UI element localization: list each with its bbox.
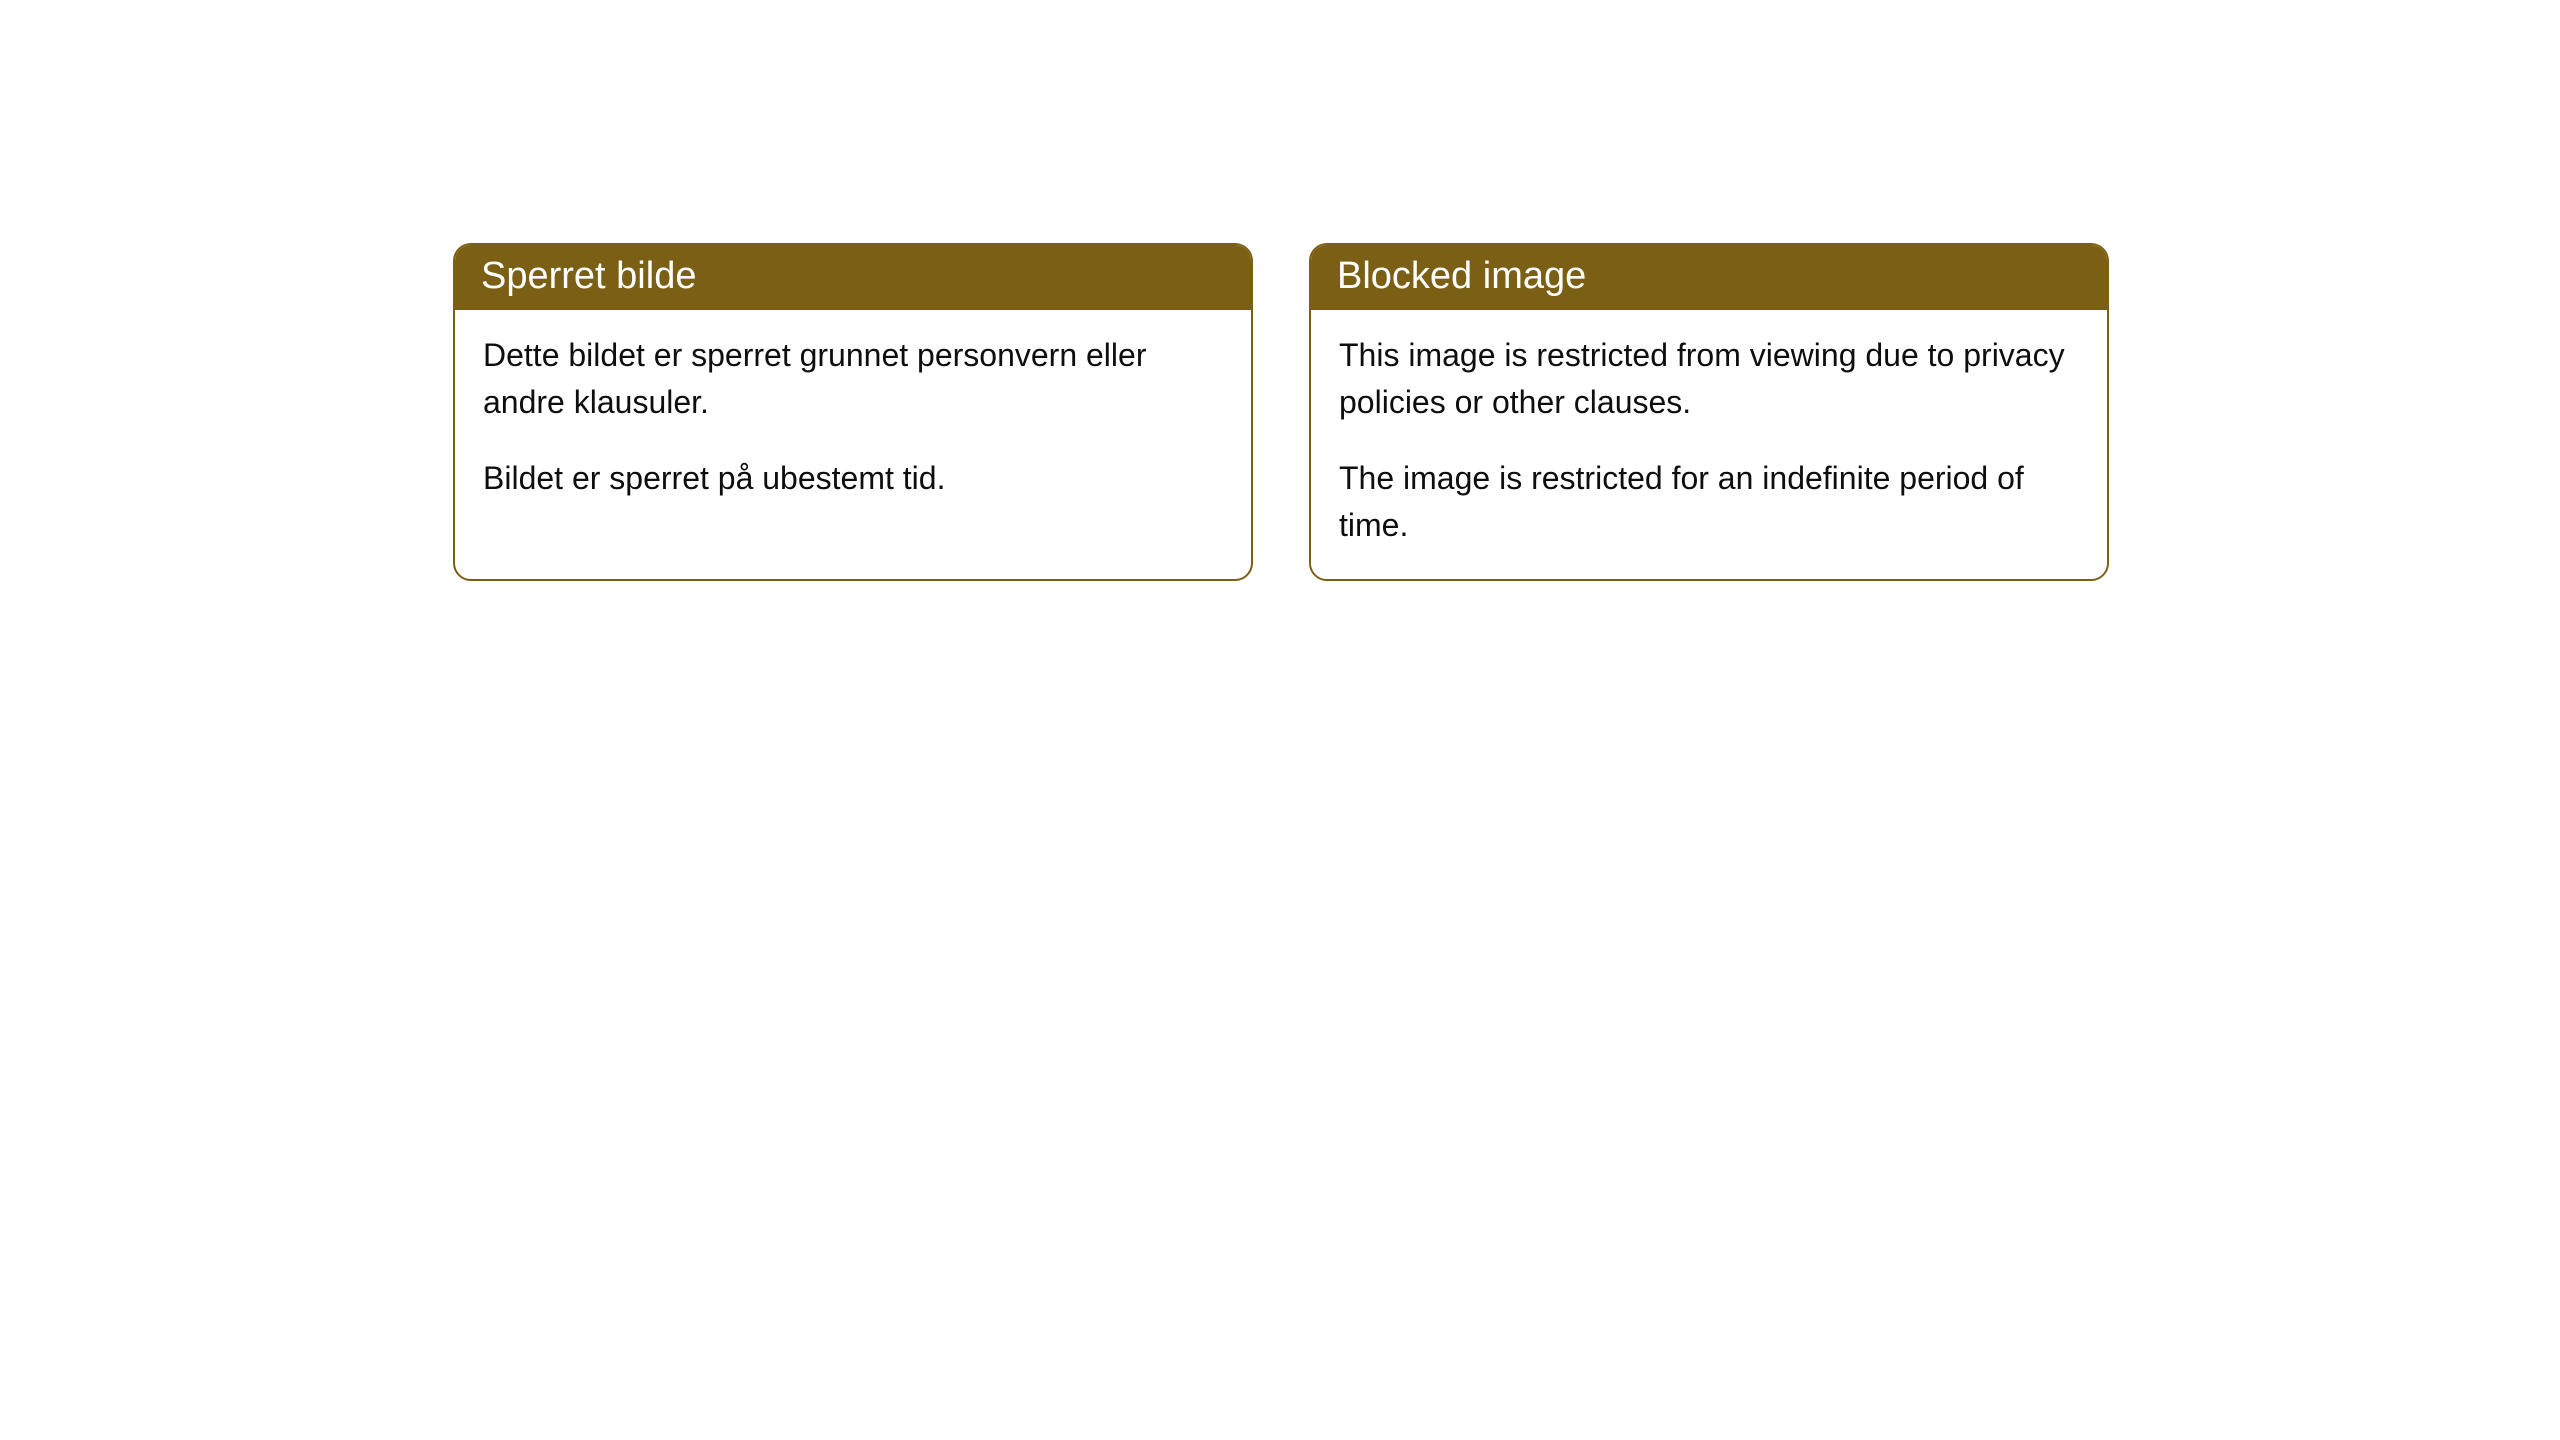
- blocked-image-card-english: Blocked image This image is restricted f…: [1309, 243, 2109, 581]
- card-body-text-2: Bildet er sperret på ubestemt tid.: [483, 455, 1223, 502]
- card-body-text-1: Dette bildet er sperret grunnet personve…: [483, 332, 1223, 427]
- card-body-text-1: This image is restricted from viewing du…: [1339, 332, 2079, 427]
- notification-cards-container: Sperret bilde Dette bildet er sperret gr…: [453, 243, 2109, 581]
- card-header: Blocked image: [1311, 245, 2107, 310]
- card-header: Sperret bilde: [455, 245, 1251, 310]
- card-header-text: Sperret bilde: [481, 255, 696, 297]
- blocked-image-card-norwegian: Sperret bilde Dette bildet er sperret gr…: [453, 243, 1253, 581]
- card-header-text: Blocked image: [1337, 255, 1586, 297]
- card-body: This image is restricted from viewing du…: [1311, 310, 2107, 579]
- card-body: Dette bildet er sperret grunnet personve…: [455, 310, 1251, 532]
- card-body-text-2: The image is restricted for an indefinit…: [1339, 455, 2079, 550]
